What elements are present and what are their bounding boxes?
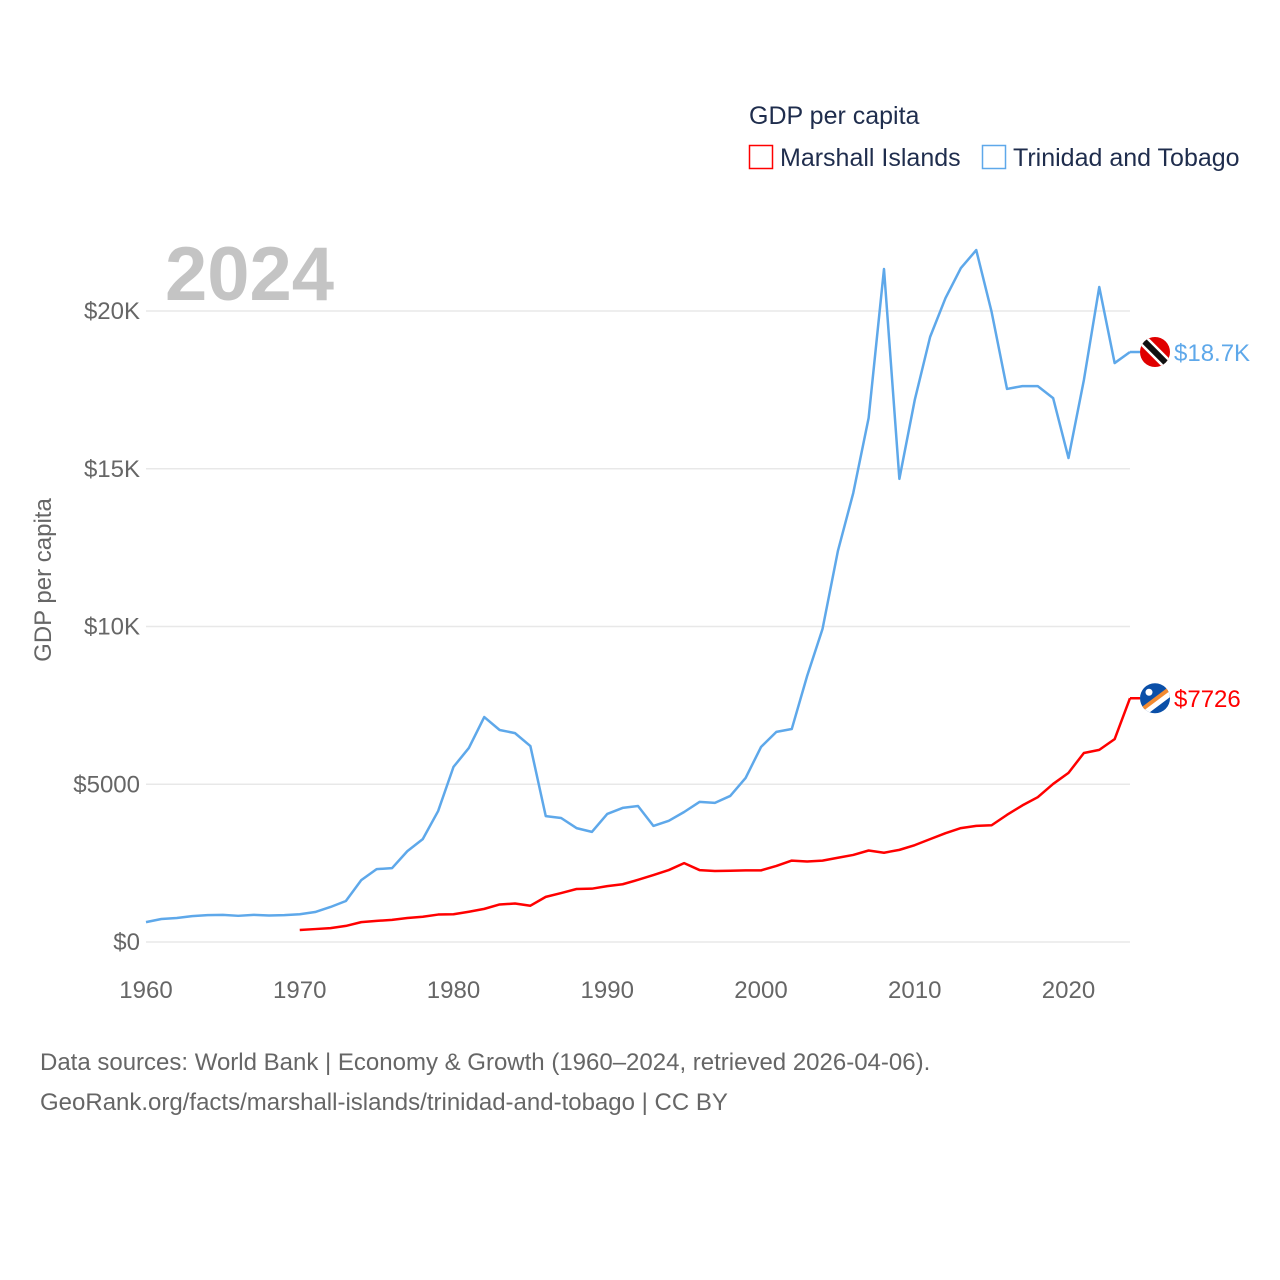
legend-swatch-trinidad-and-tobago [981, 144, 1007, 170]
source-url-text[interactable]: GeoRank.org/facts/marshall-islands/trini… [40, 1089, 728, 1116]
legend-label: Trinidad and Tobago [1013, 144, 1240, 172]
footer: Data sources: World Bank | Economy & Gro… [40, 1043, 930, 1123]
x-tick-label: 1960 [119, 977, 172, 1004]
trinidad-and-tobago-flag-icon [1140, 337, 1170, 368]
series-line-trinidad-and-tobago [145, 248, 1131, 924]
flag-stripe [1140, 691, 1170, 714]
end-value-label: $18.7K [1174, 340, 1250, 367]
legend-item-trinidad-and-tobago[interactable]: Trinidad and Tobago [981, 144, 1240, 172]
x-tick-label: 2000 [734, 977, 787, 1004]
flag-star [1145, 688, 1153, 696]
x-tick-label: 2020 [1042, 977, 1095, 1004]
legend-label: Marshall Islands [780, 144, 961, 172]
series-line-marshall-islands [299, 697, 1132, 932]
y-axis-label: GDP per capita [30, 498, 57, 662]
x-tick-label: 1980 [427, 977, 480, 1004]
legend-item-marshall-islands[interactable]: Marshall Islands [748, 144, 961, 172]
y-tick-label: $5000 [73, 771, 140, 798]
x-tick-label: 1970 [273, 977, 326, 1004]
y-tick-label: $15K [84, 456, 140, 483]
y-tick-label: $20K [84, 298, 140, 325]
data-source-text: Data sources: World Bank | Economy & Gro… [40, 1049, 931, 1076]
legend-swatch-marshall-islands [748, 144, 774, 170]
x-tick-label: 1990 [581, 977, 634, 1004]
flag-stripe [1140, 686, 1170, 714]
y-tick-label: $10K [84, 614, 140, 641]
end-value-label: $7726 [1174, 686, 1241, 713]
legend-title: GDP per capita [749, 102, 920, 130]
y-tick-label: $0 [113, 929, 140, 956]
year-watermark: 2024 [165, 232, 334, 317]
marshall-islands-flag-icon [1140, 683, 1170, 714]
x-tick-label: 2010 [888, 977, 941, 1004]
